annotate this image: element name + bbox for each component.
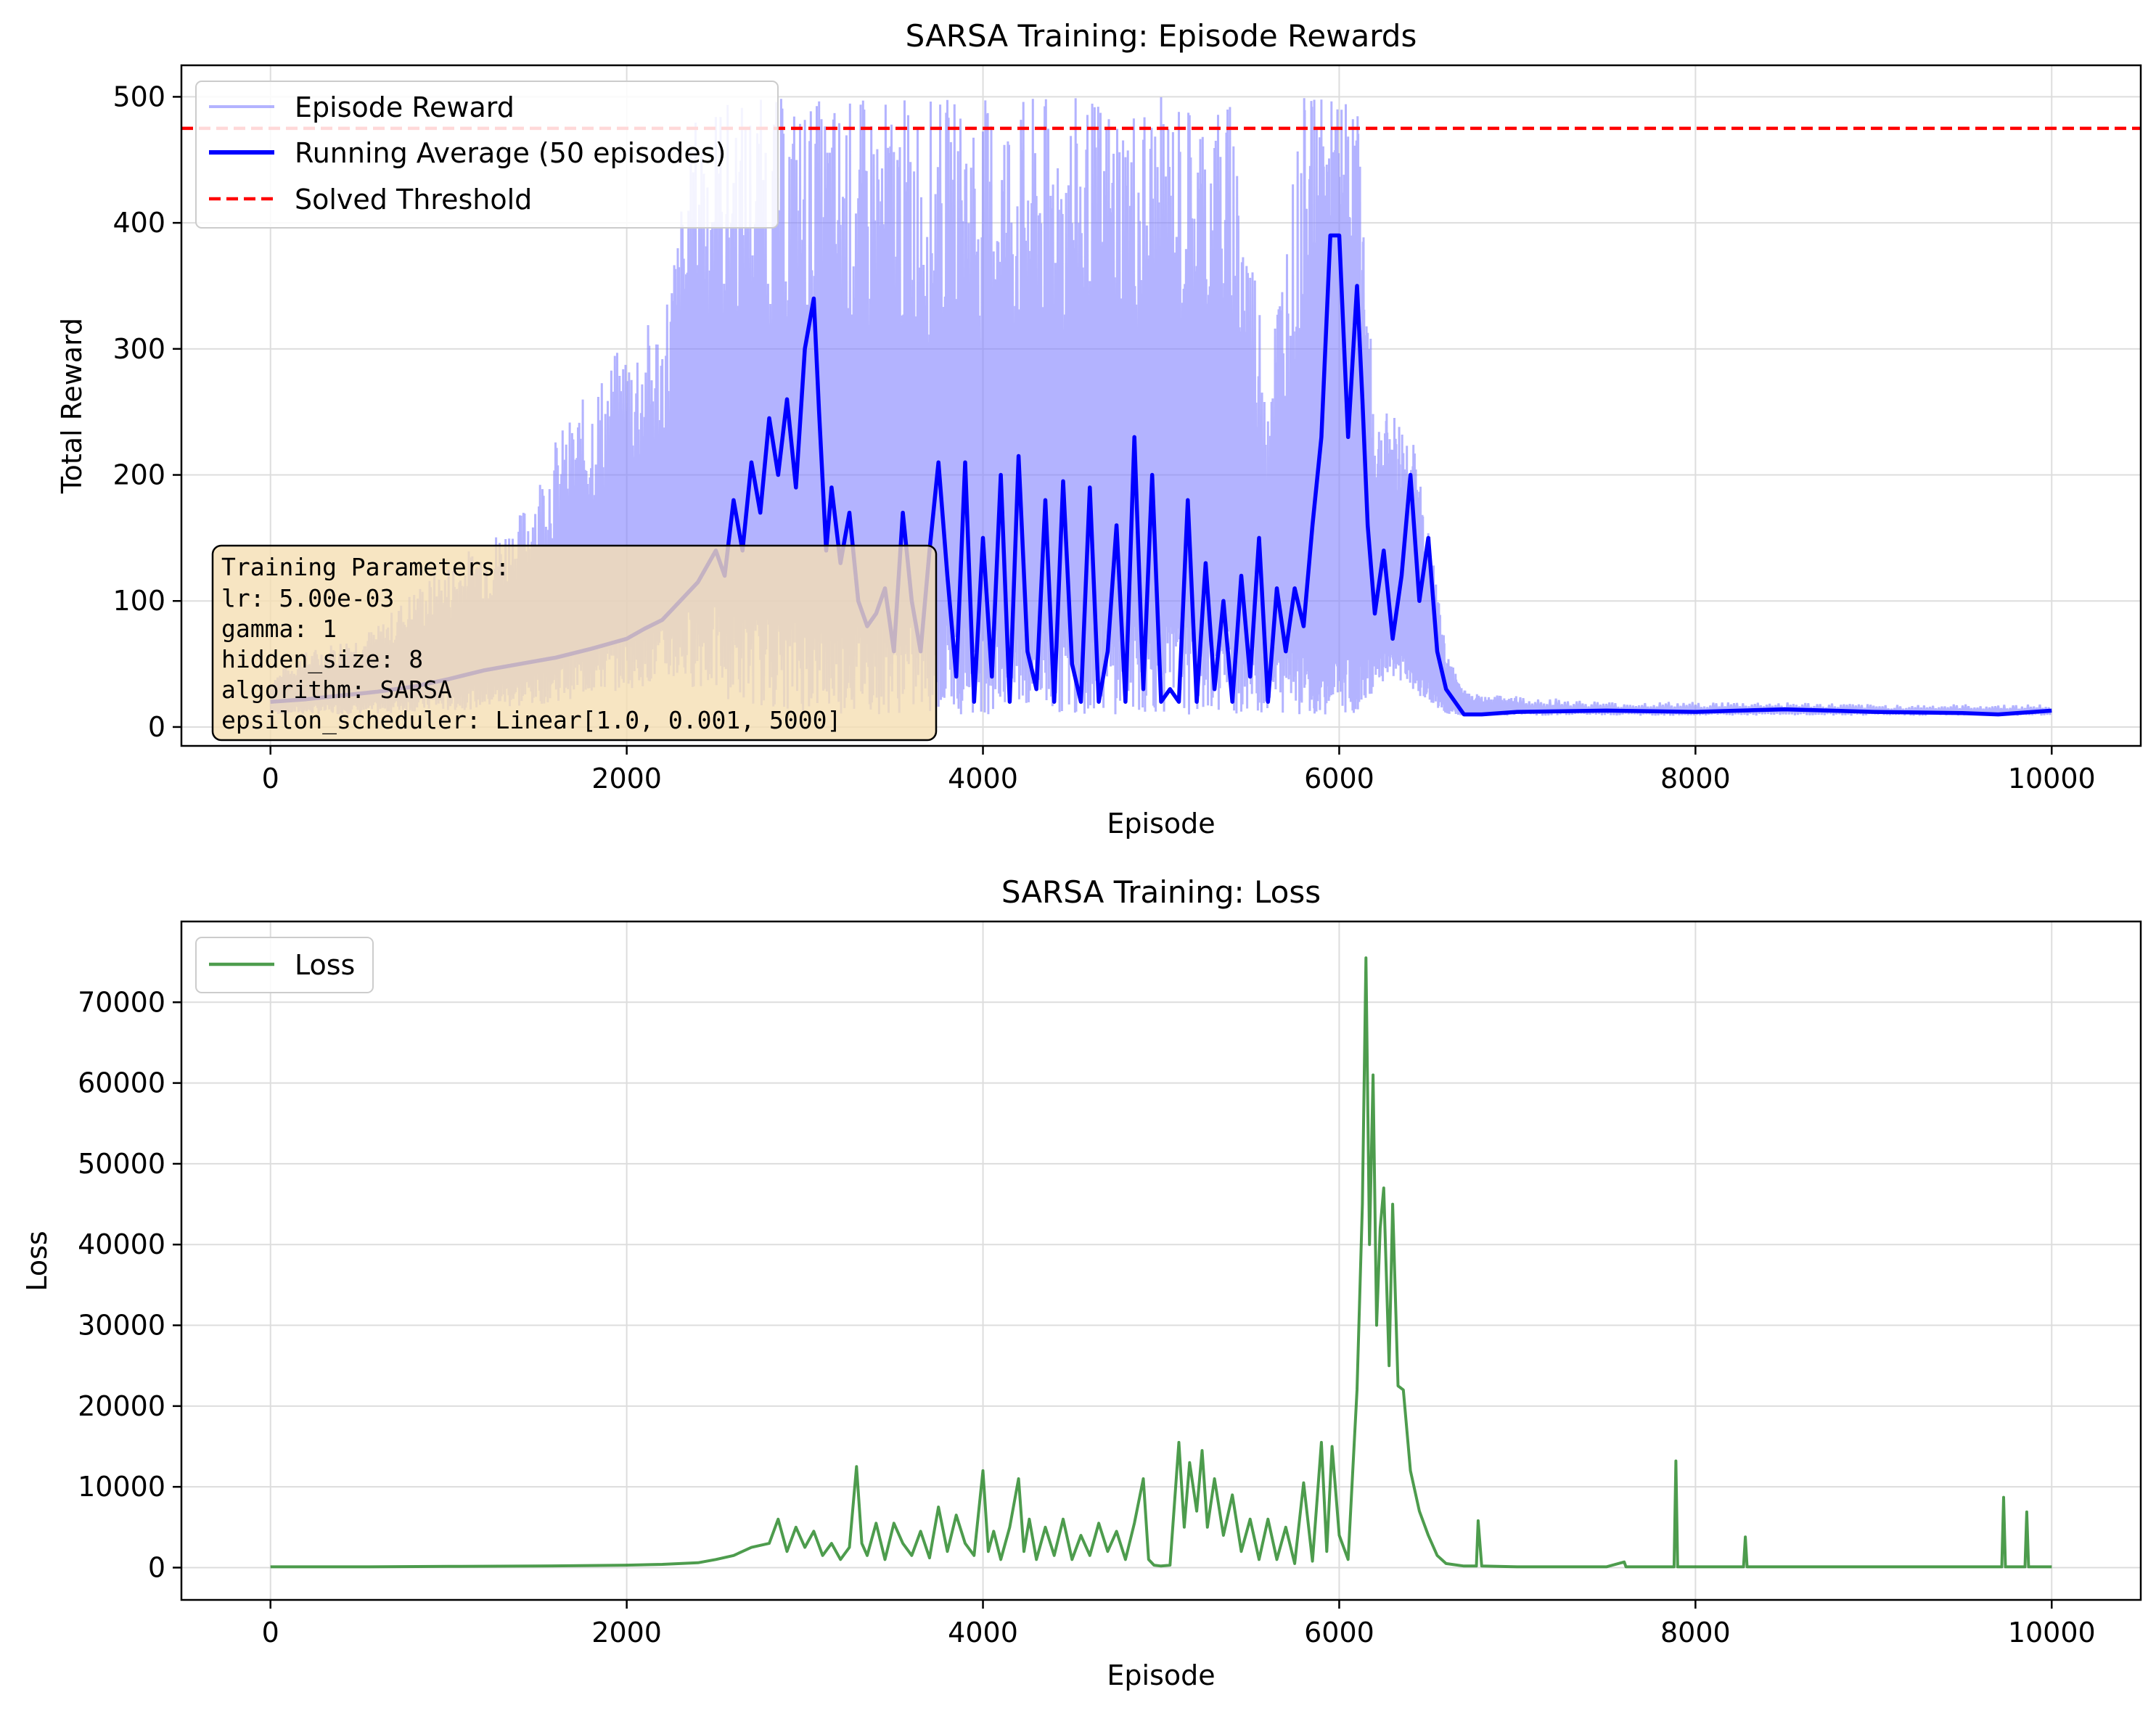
episode-reward-line <box>269 97 2052 716</box>
loss-x-tick-label-4000: 4000 <box>948 1617 1018 1649</box>
loss-y-tick-label-0: 0 <box>148 1551 165 1583</box>
reward-x-tick-label-6000: 6000 <box>1304 763 1374 795</box>
training-parameters-box: Training Parameters: lr: 5.00e-03 gamma:… <box>211 544 938 742</box>
loss-x-tick-label-6000: 6000 <box>1304 1617 1374 1649</box>
loss-line <box>270 956 2052 1569</box>
reward-y-tick-label-500: 500 <box>112 81 165 112</box>
reward-y-tick-label-0: 0 <box>148 711 165 743</box>
param-line-header: Training Parameters: <box>221 553 509 581</box>
reward-y-tick-label-300: 300 <box>112 333 165 365</box>
legend-label-solved-threshold: Solved Threshold <box>295 184 532 215</box>
reward-series <box>181 97 2141 717</box>
loss-y-tick-label-70000: 70000 <box>78 986 165 1018</box>
loss-y-axis-label: Loss <box>21 1231 53 1291</box>
reward-legend: Episode Reward Running Average (50 episo… <box>195 81 779 229</box>
loss-axes-frame <box>180 920 2142 1601</box>
running-average-line <box>270 233 2052 717</box>
training-parameters-background <box>211 544 938 742</box>
loss-grid <box>181 921 2141 1600</box>
param-line-gamma: gamma: 1 <box>221 615 337 643</box>
reward-y-tick-label-100: 100 <box>112 585 165 617</box>
legend-label-loss: Loss <box>295 949 355 981</box>
loss-x-tick-label-0: 0 <box>262 1617 279 1649</box>
reward-axes-frame <box>180 64 2142 747</box>
reward-chart-title: SARSA Training: Episode Rewards <box>906 18 1417 54</box>
param-line-hidden-size: hidden_size: 8 <box>221 645 423 674</box>
reward-y-axis-label: Total Reward <box>56 318 88 494</box>
loss-series <box>270 956 2052 1569</box>
reward-x-tick-label-0: 0 <box>262 763 279 795</box>
reward-legend-box <box>195 81 779 229</box>
legend-label-running-average: Running Average (50 episodes) <box>295 137 726 169</box>
loss-legend-box <box>195 937 374 993</box>
param-line-lr: lr: 5.00e-03 <box>221 584 394 612</box>
loss-ticks: 0 2000 4000 6000 8000 10000 0 10000 20000 30000 40… <box>78 986 2096 1649</box>
reward-x-axis-label: Episode <box>1107 808 1215 839</box>
loss-plot-area <box>181 921 2141 1600</box>
reward-x-tick-label-10000: 10000 <box>2008 763 2096 795</box>
loss-y-tick-label-40000: 40000 <box>78 1228 165 1260</box>
reward-x-tick-label-2000: 2000 <box>591 763 662 795</box>
loss-y-tick-label-20000: 20000 <box>78 1390 165 1422</box>
loss-x-tick-label-2000: 2000 <box>591 1617 662 1649</box>
reward-x-tick-label-4000: 4000 <box>948 763 1018 795</box>
reward-x-tick-label-8000: 8000 <box>1660 763 1731 795</box>
loss-panel: 0 2000 4000 6000 8000 10000 0 10000 20000 30000 40… <box>21 874 2142 1691</box>
loss-y-tick-label-10000: 10000 <box>78 1471 165 1503</box>
legend-label-episode-reward: Episode Reward <box>295 91 515 123</box>
loss-y-tick-label-60000: 60000 <box>78 1067 165 1099</box>
param-line-algorithm: algorithm: SARSA <box>221 676 452 704</box>
loss-x-tick-label-8000: 8000 <box>1660 1617 1731 1649</box>
loss-chart-title: SARSA Training: Loss <box>1001 874 1321 910</box>
param-line-epsilon-scheduler: epsilon_scheduler: Linear[1.0, 0.001, 50… <box>221 706 841 735</box>
loss-legend: Loss <box>195 937 374 993</box>
reward-ticks: 0 2000 4000 6000 8000 10000 0 100 200 300 400 500 <box>112 81 2095 795</box>
reward-y-tick-label-400: 400 <box>112 207 165 239</box>
loss-y-tick-label-50000: 50000 <box>78 1148 165 1180</box>
reward-panel: 0 2000 4000 6000 8000 10000 0 100 200 300 400 500 S… <box>56 18 2142 839</box>
loss-x-tick-label-10000: 10000 <box>2008 1617 2096 1649</box>
loss-y-tick-label-30000: 30000 <box>78 1310 165 1342</box>
reward-y-tick-label-200: 200 <box>112 459 165 491</box>
loss-x-axis-label: Episode <box>1107 1659 1215 1691</box>
